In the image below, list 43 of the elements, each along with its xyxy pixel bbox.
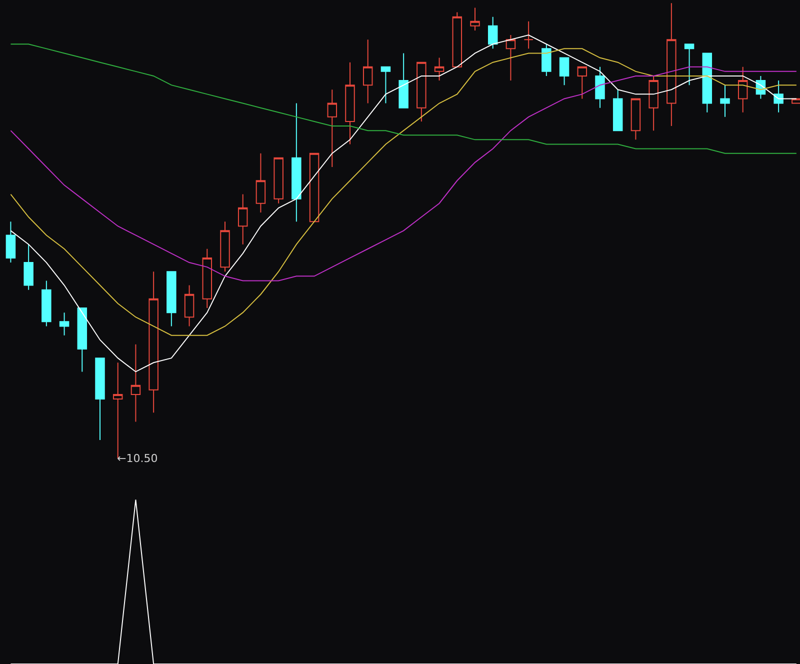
candlestick (542, 44, 552, 76)
candlestick (6, 221, 16, 264)
candlestick (148, 271, 158, 414)
candlestick (577, 66, 588, 100)
candlestick (309, 152, 320, 222)
candlestick (434, 57, 444, 82)
candlestick (488, 16, 498, 50)
candlestick (166, 271, 176, 327)
candlestick (59, 312, 70, 336)
candlestick (362, 39, 373, 104)
candlestick (380, 66, 391, 104)
candlestick (612, 89, 623, 132)
candlestick (774, 80, 784, 113)
candlestick (452, 12, 462, 68)
candlestick (524, 20, 534, 50)
candlestick (327, 89, 338, 168)
candlestick (256, 152, 266, 213)
candlestick (24, 244, 34, 290)
candlestick (595, 66, 605, 108)
candlestick (95, 358, 105, 440)
candlestick (42, 280, 52, 327)
candlestick (238, 194, 248, 245)
candlestick (345, 62, 355, 145)
candlestick (130, 344, 141, 422)
candlestick (702, 52, 712, 113)
candlestick (738, 66, 748, 113)
candlestick (274, 157, 284, 204)
candlestick (559, 57, 570, 86)
candlestick (416, 62, 426, 122)
candlestick (666, 2, 676, 127)
candlestick (398, 52, 408, 108)
candlestick (77, 308, 88, 372)
candlestick (648, 75, 658, 132)
candlestick (506, 34, 516, 82)
candlestick (202, 248, 212, 309)
candlestick (720, 84, 730, 118)
candlestick (630, 98, 641, 140)
candlestick (292, 102, 302, 222)
candlestick (470, 7, 480, 31)
candlestick (684, 44, 694, 86)
candlestick (184, 284, 194, 327)
candlestick (220, 221, 230, 272)
annotation: ←10.50 (117, 452, 158, 465)
